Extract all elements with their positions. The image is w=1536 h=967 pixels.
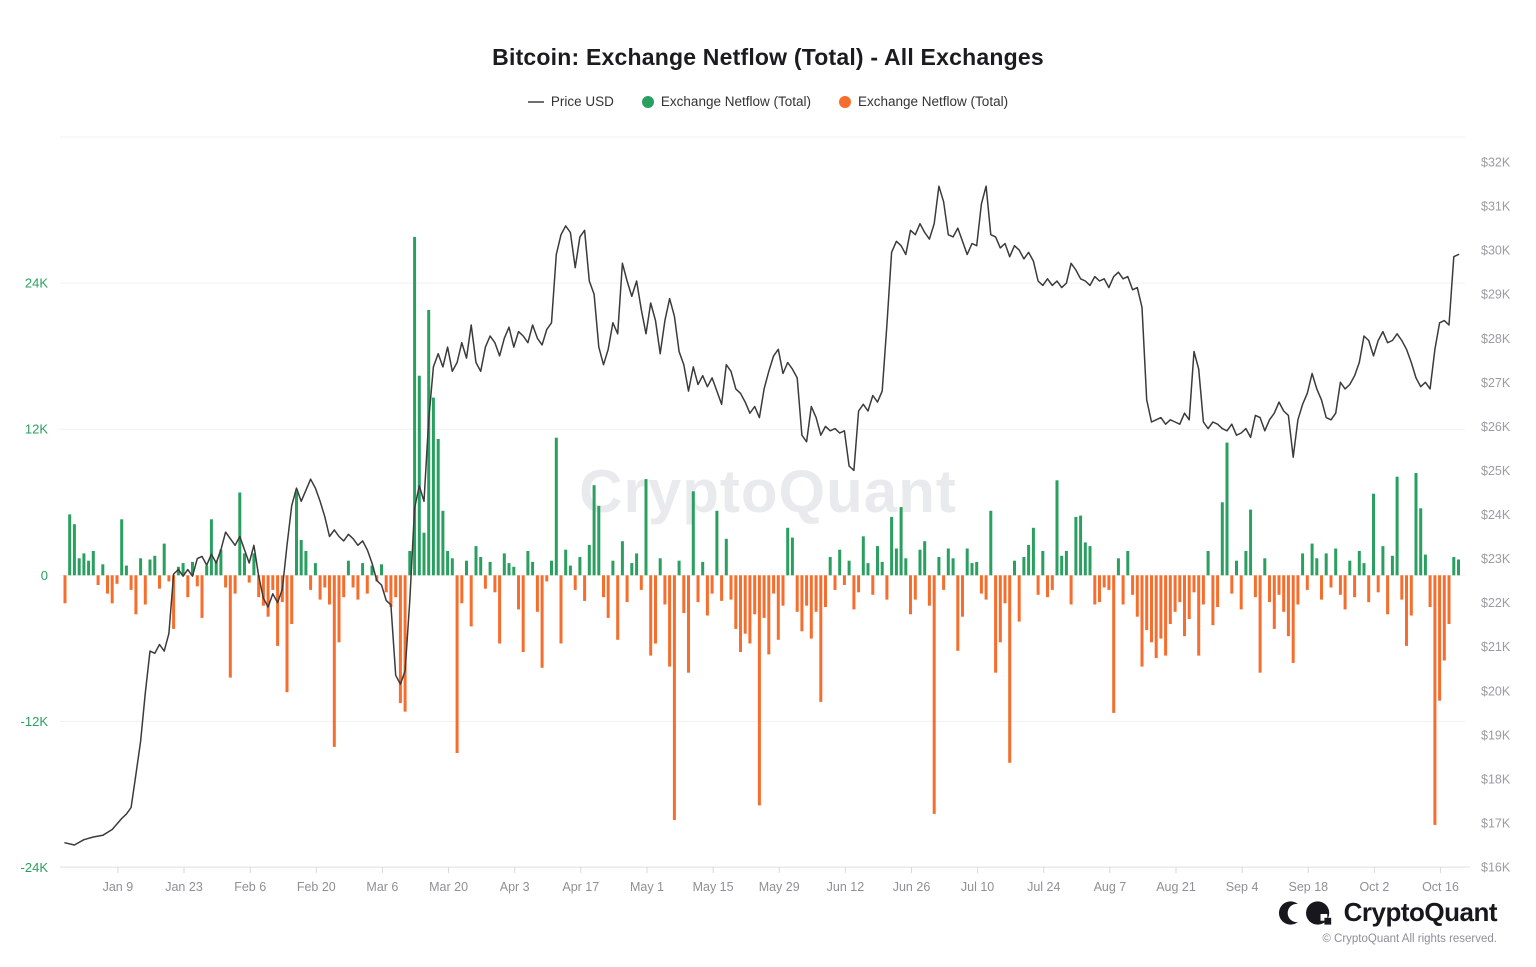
svg-text:Aug 7: Aug 7 bbox=[1094, 880, 1127, 894]
svg-text:$23K: $23K bbox=[1481, 552, 1511, 566]
svg-text:Feb 6: Feb 6 bbox=[234, 880, 266, 894]
svg-text:Apr 17: Apr 17 bbox=[562, 880, 599, 894]
svg-text:$26K: $26K bbox=[1481, 420, 1511, 434]
svg-text:-12K: -12K bbox=[21, 714, 49, 729]
y-axis-left-labels: 24K 12K 0 -12K -24K bbox=[21, 276, 49, 875]
svg-text:$17K: $17K bbox=[1481, 816, 1511, 830]
legend-item-netflow-negative[interactable]: Exchange Netflow (Total) bbox=[839, 94, 1008, 109]
svg-text:Jul 10: Jul 10 bbox=[961, 880, 994, 894]
svg-text:May 1: May 1 bbox=[630, 880, 664, 894]
green-dot-icon bbox=[641, 95, 654, 108]
svg-text:$27K: $27K bbox=[1481, 376, 1511, 390]
svg-text:Jan 23: Jan 23 bbox=[165, 880, 203, 894]
svg-text:-24K: -24K bbox=[21, 860, 49, 875]
copyright-text: © CryptoQuant All rights reserved. bbox=[1322, 933, 1497, 945]
svg-text:0: 0 bbox=[41, 568, 48, 583]
svg-text:Jun 12: Jun 12 bbox=[827, 880, 865, 894]
svg-text:Sep 4: Sep 4 bbox=[1226, 880, 1259, 894]
y-axis-right-labels: $32K $31K $30K $29K $28K $27K $26K $25K $24K $23K… bbox=[1481, 156, 1511, 875]
legend: Price USD Exchange Netflow (Total) Excha… bbox=[0, 94, 1536, 109]
svg-text:$18K: $18K bbox=[1481, 772, 1511, 786]
cryptoquant-logo-icon bbox=[1278, 900, 1331, 925]
svg-text:Oct 16: Oct 16 bbox=[1422, 880, 1459, 894]
legend-label-price-usd: Price USD bbox=[550, 94, 614, 109]
svg-text:Oct 2: Oct 2 bbox=[1359, 880, 1389, 894]
orange-dot-icon bbox=[839, 95, 851, 108]
svg-text:$21K: $21K bbox=[1481, 640, 1511, 654]
svg-text:Mar 20: Mar 20 bbox=[429, 880, 468, 894]
svg-text:Mar 6: Mar 6 bbox=[366, 880, 398, 894]
svg-text:$19K: $19K bbox=[1481, 728, 1511, 742]
netflow-bars[interactable] bbox=[63, 236, 1461, 825]
legend-item-netflow-positive[interactable]: Exchange Netflow (Total) bbox=[641, 94, 811, 109]
svg-text:$24K: $24K bbox=[1481, 508, 1511, 522]
svg-text:Feb 20: Feb 20 bbox=[297, 880, 336, 894]
price-line[interactable] bbox=[64, 185, 1460, 846]
svg-text:12K: 12K bbox=[25, 422, 48, 437]
svg-text:May 29: May 29 bbox=[759, 880, 800, 894]
svg-text:Jul 24: Jul 24 bbox=[1027, 880, 1060, 894]
svg-text:May 15: May 15 bbox=[693, 880, 734, 894]
svg-text:$29K: $29K bbox=[1481, 288, 1511, 302]
svg-text:$32K: $32K bbox=[1481, 156, 1511, 170]
watermark: CryptoQuant bbox=[579, 458, 957, 525]
svg-text:$22K: $22K bbox=[1481, 596, 1511, 610]
svg-text:Jun 26: Jun 26 bbox=[893, 880, 931, 894]
cryptoquant-logo: CryptoQuant bbox=[1278, 897, 1498, 928]
chart-title: Bitcoin: Exchange Netflow (Total) - All … bbox=[492, 44, 1044, 70]
svg-text:$20K: $20K bbox=[1481, 684, 1511, 698]
x-axis-labels: Jan 9 Jan 23 Feb 6 Feb 20 Mar 6 Mar 20 Apr 3 Ap… bbox=[103, 880, 1459, 894]
legend-item-price-usd[interactable]: Price USD bbox=[527, 94, 614, 109]
legend-label-netflow-negative: Exchange Netflow (Total) bbox=[858, 94, 1009, 109]
svg-text:$28K: $28K bbox=[1481, 332, 1511, 346]
brand-name: CryptoQuant bbox=[1343, 897, 1498, 927]
svg-text:Jan 9: Jan 9 bbox=[103, 880, 134, 894]
x-axis bbox=[60, 866, 1470, 873]
svg-text:Apr 3: Apr 3 bbox=[500, 880, 530, 894]
legend-label-netflow-positive: Exchange Netflow (Total) bbox=[660, 94, 811, 109]
svg-text:24K: 24K bbox=[25, 276, 48, 291]
svg-text:Sep 18: Sep 18 bbox=[1288, 880, 1328, 894]
svg-text:$25K: $25K bbox=[1481, 464, 1511, 478]
svg-text:$16K: $16K bbox=[1481, 861, 1511, 875]
svg-text:$30K: $30K bbox=[1481, 244, 1511, 258]
svg-text:$31K: $31K bbox=[1481, 200, 1511, 214]
price-line-marker-icon bbox=[527, 100, 544, 103]
svg-text:Aug 21: Aug 21 bbox=[1156, 880, 1196, 894]
